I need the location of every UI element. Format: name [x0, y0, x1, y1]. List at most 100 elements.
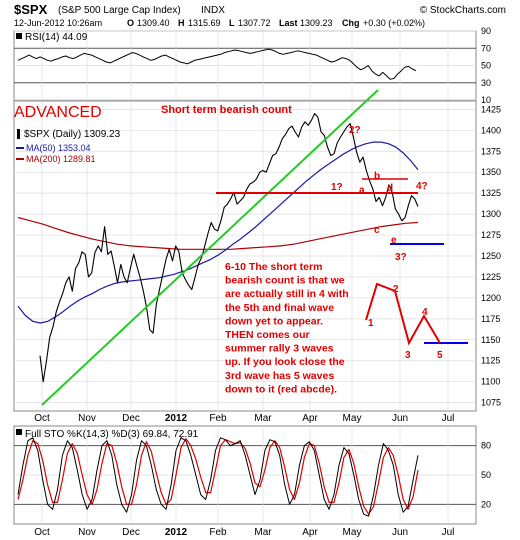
price-tick-label: 1275 [481, 230, 501, 240]
quote-date: 12-Jun-2012 10:26am [14, 18, 102, 28]
wave-label-d: d [387, 183, 393, 194]
stochastic-x-tick-label: Dec [122, 527, 140, 538]
stochastic-x-tick-label: Oct [34, 527, 50, 538]
short-term-label: Short term bearish count [161, 104, 292, 116]
commentary-line: 6-10 The short term [225, 261, 322, 273]
wave-label-e: e [391, 235, 397, 246]
price-legend: $SPX (Daily) 1309.23 MA(50) 1353.04 MA(2… [16, 129, 121, 164]
stochastic-tick-label: 20 [481, 499, 491, 509]
ma50-line [17, 141, 419, 324]
commentary-line: the 5th and final wave [225, 302, 334, 314]
stochastic-x-tick-label: 2012 [165, 527, 188, 538]
uptrend-line [41, 89, 379, 406]
copyright: © StockCharts.com [420, 5, 506, 16]
price-x-tick-label: Feb [209, 413, 227, 424]
price-tick-label: 1350 [481, 167, 501, 177]
exchange: INDX [201, 5, 225, 16]
last-label: Last [279, 18, 298, 28]
projection-label-5: 5 [437, 350, 443, 361]
price-tick-label: 1125 [481, 356, 500, 366]
stochastic-d-line [17, 438, 419, 515]
commentary-line: 3rd wave has 5 waves [225, 370, 334, 382]
high-label: H [178, 18, 185, 28]
wave-label-2q: 2? [349, 125, 361, 136]
price-tick-label: 1175 [481, 314, 500, 324]
price-x-tick-label: Mar [254, 413, 272, 424]
price-tick-label: 1075 [481, 398, 501, 408]
price-tick-label: 1425 [481, 104, 501, 114]
legend-ma50: MA(50) 1353.04 [26, 143, 91, 153]
price-x-tick-label: Apr [302, 413, 318, 424]
price-tick-label: 1100 [481, 377, 500, 387]
stochastic-title: Full STO %K(14,3) %D(3) 69.84, 72.91 [25, 429, 199, 440]
price-tick-label: 1250 [481, 251, 501, 261]
open-label: O [127, 18, 134, 28]
wave-label-1q: 1? [331, 182, 343, 193]
stochastic-k-line [17, 437, 419, 517]
price-x-tick-label: Jun [392, 413, 408, 424]
price-tick-label: 1225 [481, 272, 501, 282]
low-value: 1307.72 [238, 18, 271, 28]
legend-ma200: MA(200) 1289.81 [26, 154, 96, 164]
rsi-tick-label: 50 [481, 61, 491, 71]
change-value: +0.30 (+0.02%) [363, 18, 425, 28]
price-x-tick-label: Jul [442, 413, 455, 424]
commentary-line: summer rally 3 waves [225, 343, 334, 355]
wave-projection [365, 282, 441, 346]
wave-label-4q: 4? [416, 181, 428, 192]
commentary-line: bearish count is that we [225, 275, 345, 287]
wave-label-3q: 3? [395, 252, 407, 263]
open-value: 1309.40 [137, 18, 170, 28]
change-label: Chg [342, 18, 360, 28]
price-tick-label: 1325 [481, 188, 501, 198]
rsi-tick-label: 70 [481, 43, 491, 53]
price-x-tick-label: Oct [34, 413, 50, 424]
price-tick-label: 1400 [481, 125, 501, 135]
commentary-note: 6-10 The short term bearish count is that… [225, 261, 349, 395]
price-tick-label: 1150 [481, 335, 500, 345]
price-line [39, 113, 419, 383]
axis-layer: 1030507090107511001125115011751200122512… [34, 26, 501, 538]
wave-label-a: a [359, 185, 365, 196]
price-tick-label: 1375 [481, 146, 501, 156]
projection-label-1: 1 [368, 318, 374, 329]
rsi-tick-label: 30 [481, 78, 491, 88]
projection-label-2: 2 [393, 284, 399, 295]
commentary-line: down to it (red abcde). [225, 383, 337, 395]
rsi-title: RSI(14) 44.09 [25, 32, 88, 43]
commentary-line: THEN comes our [225, 329, 310, 341]
index-name: (S&P 500 Large Cap Index) [58, 5, 181, 16]
wave-labels: 1? 2? a b c d e 4? 3? 1 2 3 4 5 [331, 125, 443, 361]
stochastic-x-tick-label: Apr [302, 527, 318, 538]
stochastic-x-tick-label: Jun [392, 527, 408, 538]
symbol: $SPX [14, 2, 48, 17]
rsi-tick-label: 90 [481, 26, 491, 36]
stochastic-x-tick-label: Nov [78, 527, 96, 538]
series-layer [17, 48, 419, 517]
legend-price: $SPX (Daily) 1309.23 [24, 129, 121, 140]
stochastic-x-tick-label: Jul [442, 527, 455, 538]
projection-label-3: 3 [405, 350, 411, 361]
rsi-line [17, 48, 417, 80]
stochastic-legend: Full STO %K(14,3) %D(3) 69.84, 72.91 [16, 429, 199, 440]
stochastic-x-tick-label: Mar [254, 527, 272, 538]
commentary-line: are actually still in 4 with [225, 288, 349, 300]
price-tick-label: 1200 [481, 293, 501, 303]
price-x-tick-label: 2012 [165, 413, 188, 424]
price-x-tick-label: May [343, 413, 362, 424]
wave-label-b: b [374, 171, 380, 182]
rsi-tick-label: 10 [481, 95, 491, 105]
wave-label-c: c [374, 225, 380, 236]
price-x-tick-label: Dec [122, 413, 140, 424]
commentary-line: up. If you look close the [225, 356, 345, 368]
rsi-legend: RSI(14) 44.09 [16, 32, 88, 43]
price-legend-swatch [17, 129, 20, 139]
ma200-line [17, 216, 419, 250]
price-tick-label: 1300 [481, 209, 501, 219]
last-value: 1309.23 [300, 18, 333, 28]
stochastic-x-tick-label: Feb [209, 527, 227, 538]
commentary-line: down yet to appear. [225, 315, 323, 327]
stochastic-tick-label: 80 [481, 441, 491, 451]
